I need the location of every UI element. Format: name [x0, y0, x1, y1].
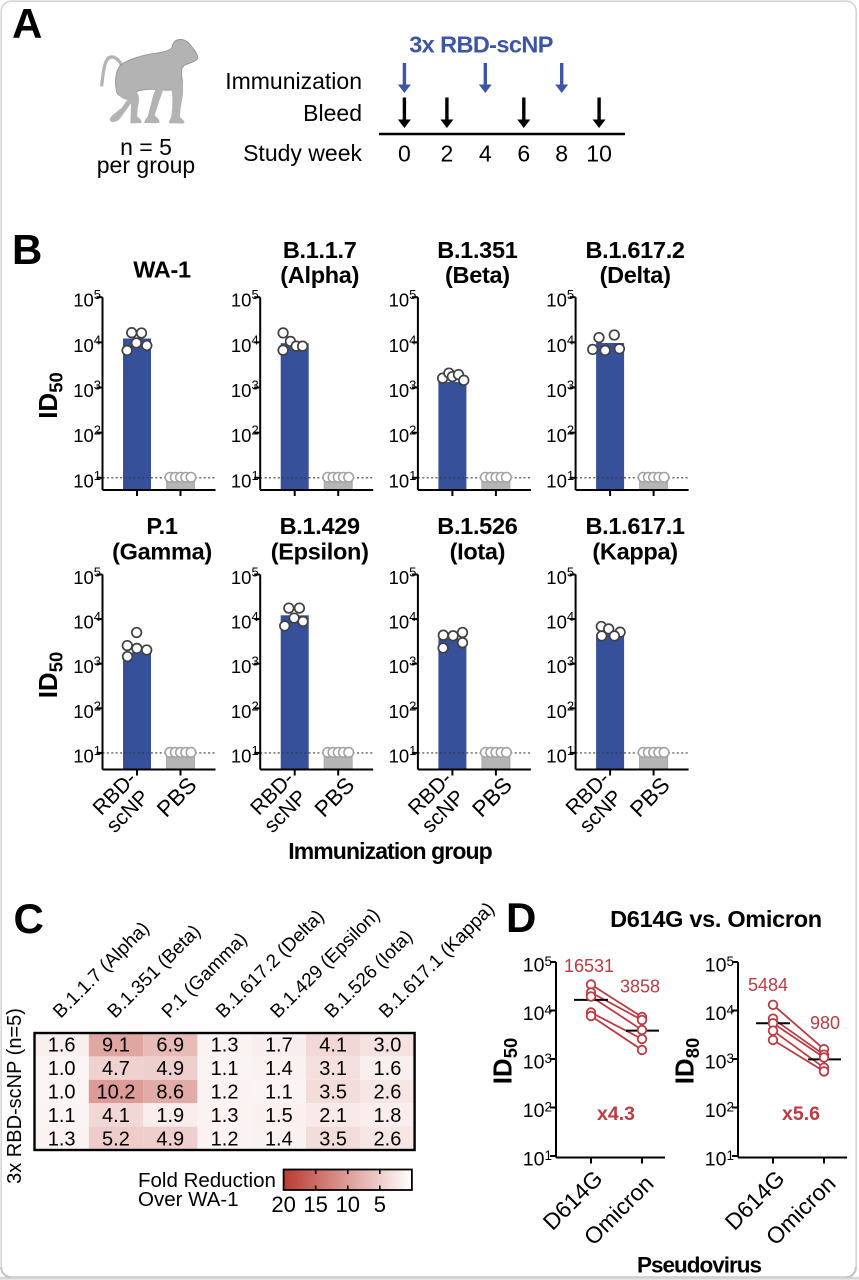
svg-text:3.0: 3.0	[374, 1035, 402, 1057]
svg-text:9.1: 9.1	[102, 1035, 130, 1057]
svg-text:6.9: 6.9	[156, 1035, 184, 1057]
svg-text:1.5: 1.5	[265, 1105, 293, 1127]
svg-text:1.4: 1.4	[265, 1128, 293, 1150]
svg-text:5: 5	[374, 1192, 386, 1217]
svg-text:3x RBD-scNP (n=5): 3x RBD-scNP (n=5)	[4, 1008, 26, 1184]
svg-text:1.4: 1.4	[265, 1058, 293, 1080]
svg-text:1.6: 1.6	[374, 1058, 402, 1080]
svg-text:8: 8	[555, 141, 568, 167]
svg-text:4: 4	[479, 141, 492, 167]
svg-text:B.1.351: B.1.351	[437, 237, 517, 263]
svg-text:1.1: 1.1	[211, 1058, 239, 1080]
svg-text:(Iota): (Iota)	[450, 539, 506, 565]
svg-text:ID50: ID50	[488, 1038, 522, 1085]
svg-text:4.7: 4.7	[102, 1058, 130, 1080]
svg-text:1.3: 1.3	[48, 1128, 76, 1150]
svg-text:x4.3: x4.3	[597, 1103, 635, 1125]
svg-text:10: 10	[336, 1192, 360, 1217]
svg-text:Immunization group: Immunization group	[288, 838, 492, 864]
svg-text:P.1: P.1	[146, 513, 178, 539]
svg-text:2: 2	[441, 141, 454, 167]
svg-text:C: C	[14, 895, 44, 942]
svg-text:15: 15	[303, 1192, 327, 1217]
svg-text:5484: 5484	[748, 975, 788, 995]
svg-text:3858: 3858	[620, 977, 660, 997]
svg-text:Pseudovirus: Pseudovirus	[637, 1253, 762, 1278]
svg-text:B.1.1.7: B.1.1.7	[283, 237, 357, 263]
svg-text:6: 6	[517, 141, 530, 167]
svg-text:5.2: 5.2	[102, 1128, 130, 1150]
svg-text:10: 10	[586, 141, 612, 167]
svg-text:2.1: 2.1	[319, 1105, 347, 1127]
svg-text:1.1: 1.1	[265, 1082, 293, 1104]
svg-text:Study week: Study week	[243, 140, 362, 166]
svg-text:A: A	[12, 0, 42, 47]
svg-text:980: 980	[810, 1013, 840, 1033]
svg-text:10.2: 10.2	[96, 1082, 135, 1104]
svg-text:Bleed: Bleed	[303, 100, 362, 126]
svg-text:B.1.617.2: B.1.617.2	[585, 237, 684, 263]
svg-text:1.0: 1.0	[48, 1082, 76, 1104]
svg-text:4.9: 4.9	[156, 1058, 184, 1080]
svg-text:n = 5: n = 5	[120, 134, 172, 160]
svg-text:1.7: 1.7	[265, 1035, 293, 1057]
svg-text:per group: per group	[97, 152, 195, 178]
svg-text:1.0: 1.0	[48, 1058, 76, 1080]
svg-text:WA-1: WA-1	[133, 257, 191, 283]
svg-text:B.1.429: B.1.429	[280, 513, 360, 539]
svg-text:4.1: 4.1	[102, 1105, 130, 1127]
svg-text:D614G vs. Omicron: D614G vs. Omicron	[610, 906, 822, 932]
svg-text:1.3: 1.3	[211, 1105, 239, 1127]
svg-text:x5.6: x5.6	[782, 1103, 820, 1125]
svg-text:1.1: 1.1	[48, 1105, 76, 1127]
svg-text:3.5: 3.5	[319, 1082, 347, 1104]
svg-text:B.1.617.1: B.1.617.1	[585, 513, 684, 539]
svg-text:1.8: 1.8	[374, 1105, 402, 1127]
svg-text:1.2: 1.2	[211, 1128, 239, 1150]
svg-text:(Beta): (Beta)	[445, 262, 510, 288]
svg-text:16531: 16531	[564, 956, 614, 976]
svg-text:3.5: 3.5	[319, 1128, 347, 1150]
svg-text:2.6: 2.6	[374, 1128, 402, 1150]
svg-text:(Delta): (Delta)	[600, 262, 671, 288]
svg-text:Fold Reduction: Fold Reduction	[138, 1169, 276, 1192]
svg-text:3.1: 3.1	[319, 1058, 347, 1080]
svg-text:D: D	[506, 894, 536, 941]
svg-text:B: B	[12, 226, 42, 273]
svg-text:1.9: 1.9	[156, 1105, 184, 1127]
svg-text:3x RBD-scNP: 3x RBD-scNP	[409, 32, 553, 58]
svg-text:0: 0	[398, 141, 411, 167]
svg-text:8.6: 8.6	[156, 1082, 184, 1104]
svg-text:4.9: 4.9	[156, 1128, 184, 1150]
svg-text:(Alpha): (Alpha)	[280, 262, 359, 288]
svg-text:(Epsilon): (Epsilon)	[271, 539, 369, 565]
svg-text:Over WA-1: Over WA-1	[138, 1188, 239, 1211]
svg-text:1.2: 1.2	[211, 1082, 239, 1104]
svg-text:1.6: 1.6	[48, 1035, 76, 1057]
svg-text:B.1.526: B.1.526	[437, 513, 517, 539]
svg-text:Immunization: Immunization	[225, 68, 362, 94]
svg-text:4.1: 4.1	[319, 1035, 347, 1057]
svg-text:1.3: 1.3	[211, 1035, 239, 1057]
svg-text:(Gamma): (Gamma)	[112, 539, 212, 565]
svg-text:2.6: 2.6	[374, 1082, 402, 1104]
svg-text:(Kappa): (Kappa)	[592, 539, 677, 565]
svg-text:20: 20	[271, 1192, 295, 1217]
